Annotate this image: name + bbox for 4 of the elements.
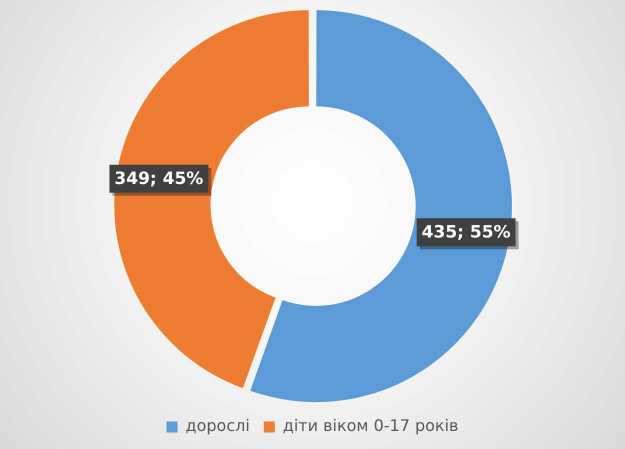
legend-label: дорослі — [186, 416, 250, 436]
data-label: 435; 55% — [422, 222, 511, 243]
data-label: 349; 45% — [114, 169, 204, 190]
legend-label: діти віком 0-17 років — [282, 416, 458, 436]
